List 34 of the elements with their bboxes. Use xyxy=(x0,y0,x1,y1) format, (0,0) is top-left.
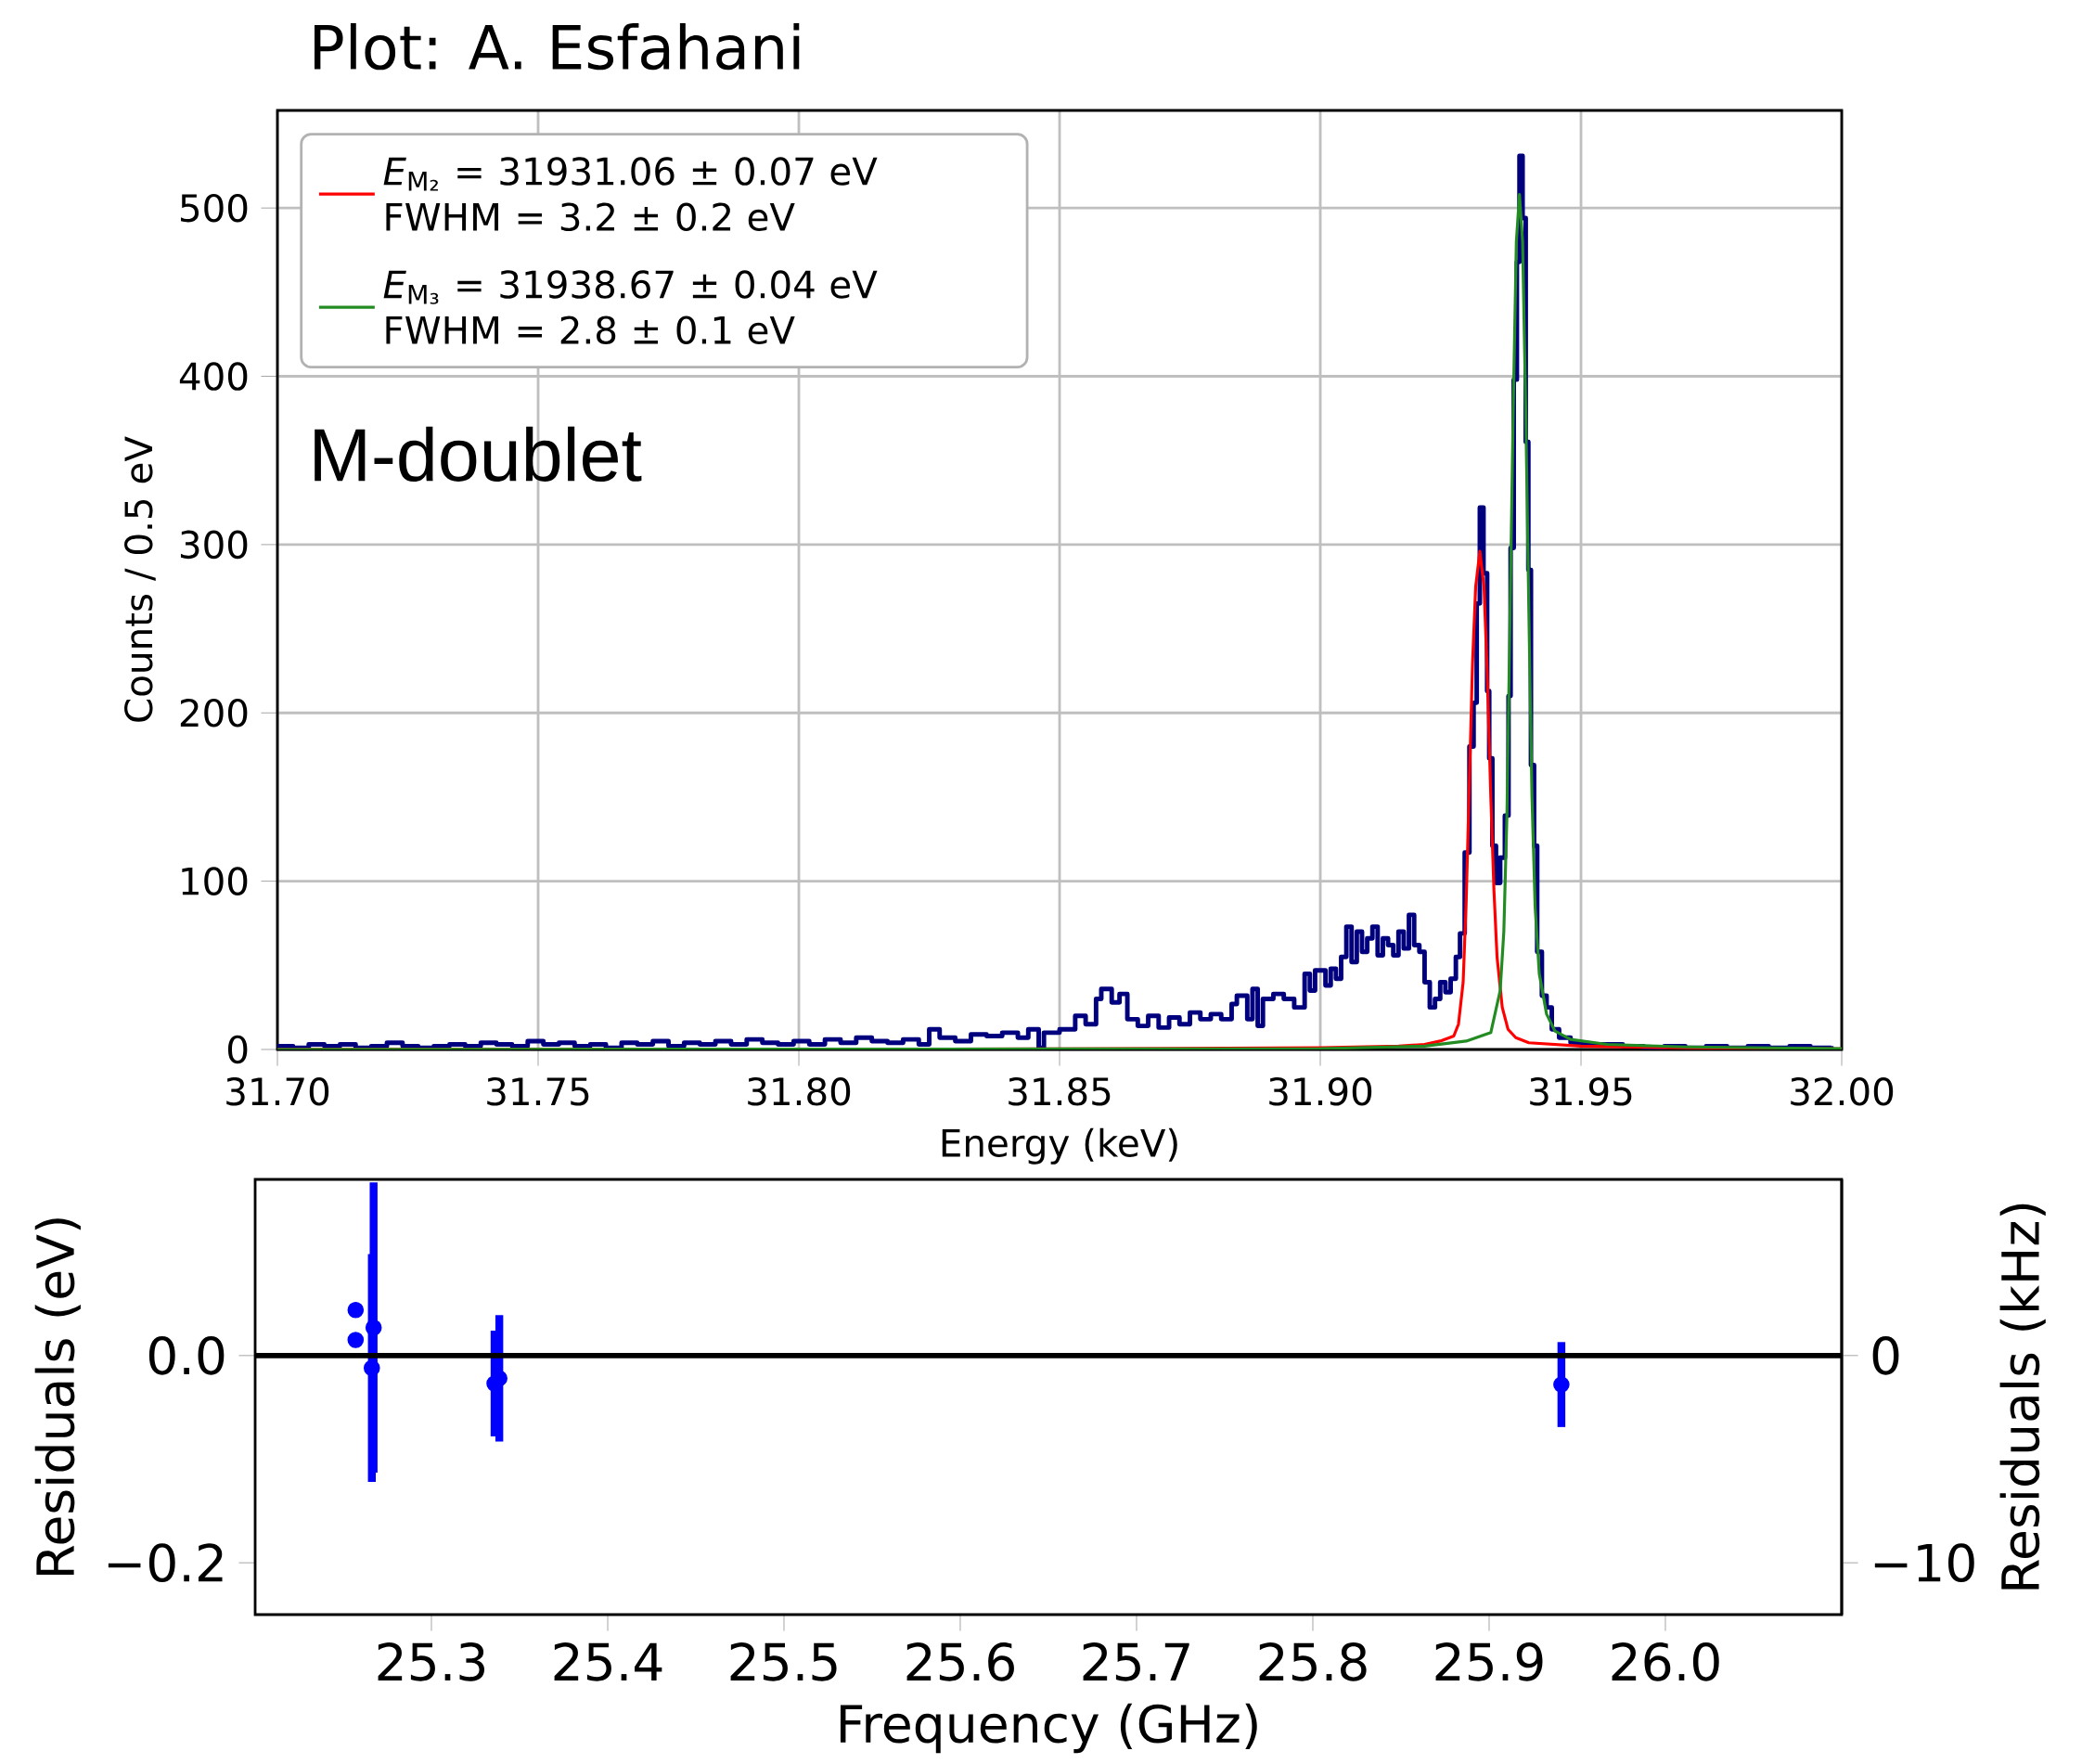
y-axis-title: Counts / 0.5 eV xyxy=(124,436,156,722)
y-tick-label: −0.2 xyxy=(108,1543,223,1583)
legend-label: E$_{M₃}$ = 31938.67 ± 0.04 eV FWHM = 2.8 ± 0.1 eV xyxy=(383,270,878,345)
x-axis-title: Frequency (GHz) xyxy=(840,1703,1257,1754)
y-tick-label: 200 xyxy=(180,699,248,727)
x-tick-label: 31.75 xyxy=(487,1077,589,1106)
y-tick-label: 300 xyxy=(180,530,248,560)
y2-tick-label: −10 xyxy=(1874,1543,1974,1583)
text: Plot: A. Esfahani xyxy=(314,23,800,71)
x-tick-label: 25.7 xyxy=(1083,1642,1189,1681)
x-tick-label: 31.70 xyxy=(226,1077,329,1106)
y-tick-label: 400 xyxy=(179,362,248,391)
annotation: M-doublet xyxy=(315,426,642,483)
x-tick-label: 25.6 xyxy=(906,1642,1014,1681)
x-tick-label: 25.4 xyxy=(554,1642,662,1681)
x-tick-label: 31.95 xyxy=(1530,1077,1632,1106)
x-tick-label: 31.80 xyxy=(748,1077,851,1106)
x-tick-label: 25.3 xyxy=(378,1642,485,1681)
y-tick-label: 0.0 xyxy=(148,1336,225,1375)
y2-tick-label: 0 xyxy=(1872,1336,1899,1375)
y2-axis-title: Residuals (kHz) xyxy=(1999,1204,2046,1590)
legend-label: E$_{M₂}$ = 31931.06 ± 0.07 eV FWHM = 3.2 ± 0.2 eV xyxy=(383,157,878,232)
y-axis-title: Residuals (eV) xyxy=(34,1218,81,1576)
x-tick-label: 25.8 xyxy=(1259,1642,1367,1681)
y-tick-label: 500 xyxy=(181,193,248,223)
x-tick-label: 31.85 xyxy=(1009,1077,1111,1106)
x-tick-label: 26.0 xyxy=(1612,1642,1719,1681)
x-tick-label: 25.9 xyxy=(1435,1642,1543,1681)
y-tick-label: 0 xyxy=(227,1035,248,1064)
x-axis-title: Energy (keV) xyxy=(942,1127,1177,1165)
x-tick-label: 25.5 xyxy=(730,1642,837,1681)
x-tick-label: 32.00 xyxy=(1791,1077,1894,1106)
y-tick-label: 100 xyxy=(182,867,248,895)
x-tick-label: 31.90 xyxy=(1269,1077,1372,1106)
